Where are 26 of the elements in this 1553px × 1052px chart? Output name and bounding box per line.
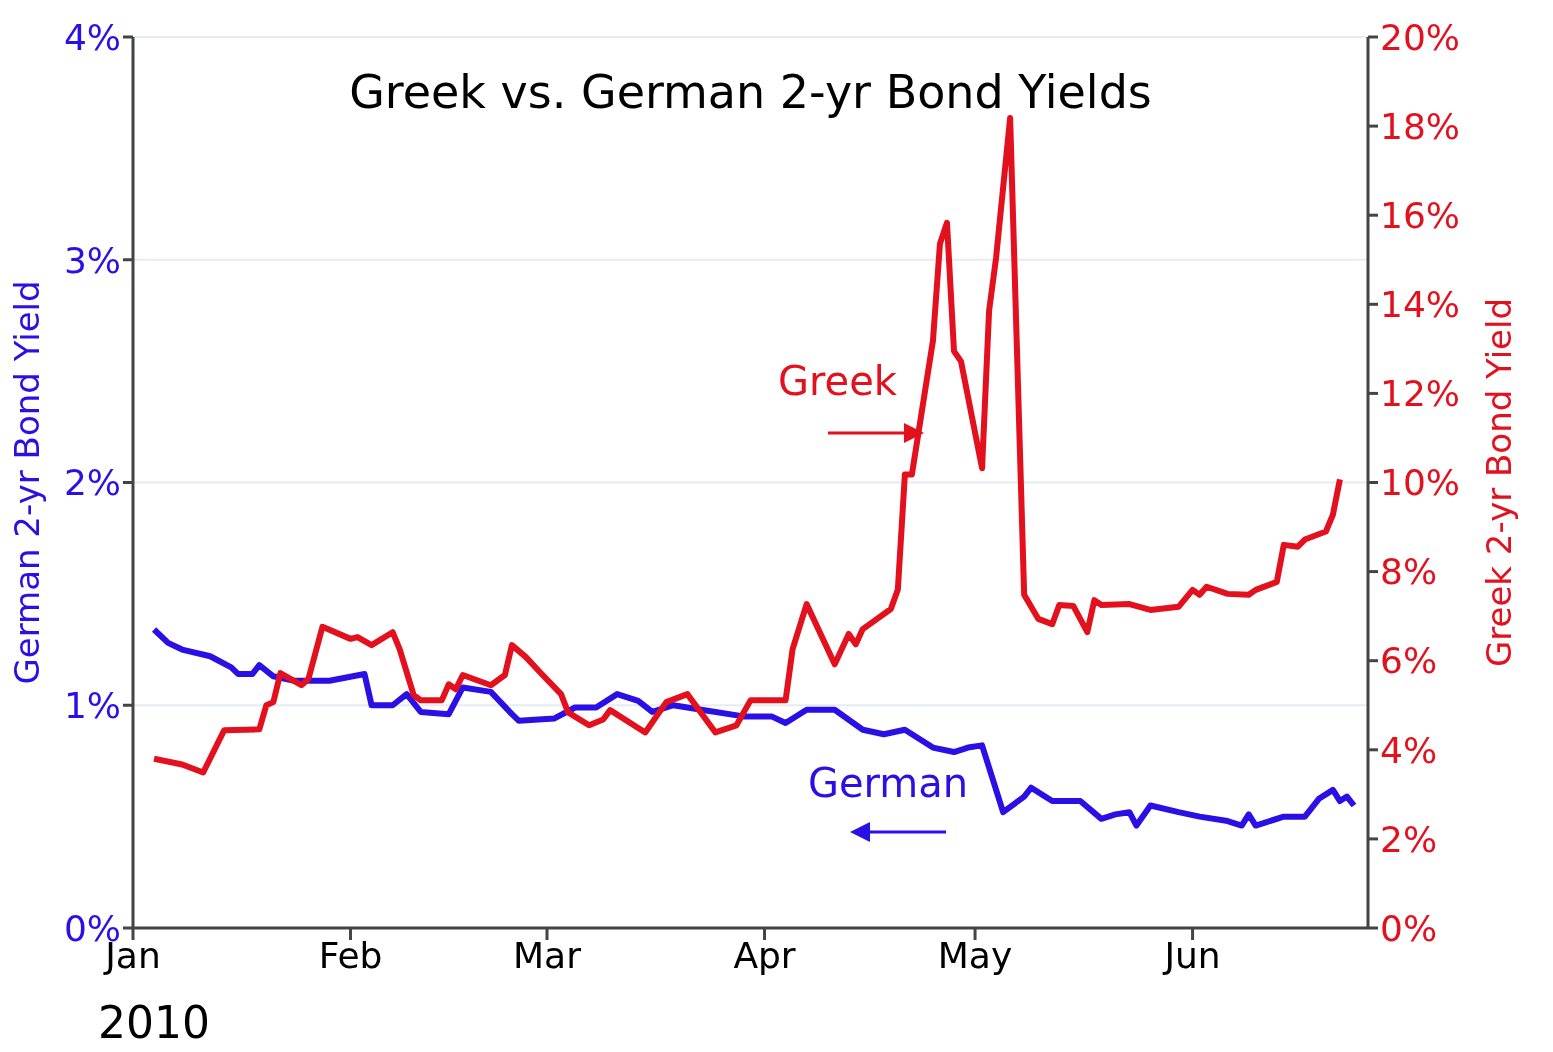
y2-tick-label: 14% [1380, 284, 1461, 326]
y-axis-title: German 2-yr Bond Yield [7, 280, 48, 685]
series-label: Greek [778, 358, 897, 404]
y2-tick-label: 0% [1380, 907, 1438, 949]
y2-tick-label: 2% [1380, 818, 1438, 860]
x-tick-label: Apr [733, 934, 796, 976]
y2-tick-label: 18% [1380, 105, 1461, 147]
y-tick-label: 3% [63, 239, 121, 281]
x-tick-label: Feb [318, 934, 383, 976]
y-tick-label: 4% [63, 16, 121, 58]
text: Greek vs. German 2-yr Bond Yields [348, 65, 1153, 119]
series-label: German [808, 760, 969, 806]
y2-tick-label: 6% [1380, 640, 1438, 682]
x-tick-label: Mar [513, 934, 582, 976]
y-tick-label: 2% [63, 462, 121, 504]
y2-tick-label: 10% [1380, 462, 1461, 504]
y2-tick-label: 12% [1380, 373, 1461, 415]
x-axis-title: 2010 [98, 997, 210, 1048]
y2-tick-label: 20% [1380, 16, 1461, 58]
y2-axis-title: Greek 2-yr Bond Yield [1479, 297, 1520, 668]
x-tick-label: Jun [1162, 934, 1221, 976]
y2-tick-label: 4% [1380, 729, 1438, 771]
y2-tick-label: 16% [1380, 194, 1461, 236]
y2-tick-label: 8% [1380, 551, 1438, 593]
x-tick-label: May [937, 934, 1013, 976]
y-tick-label: 1% [63, 685, 121, 727]
